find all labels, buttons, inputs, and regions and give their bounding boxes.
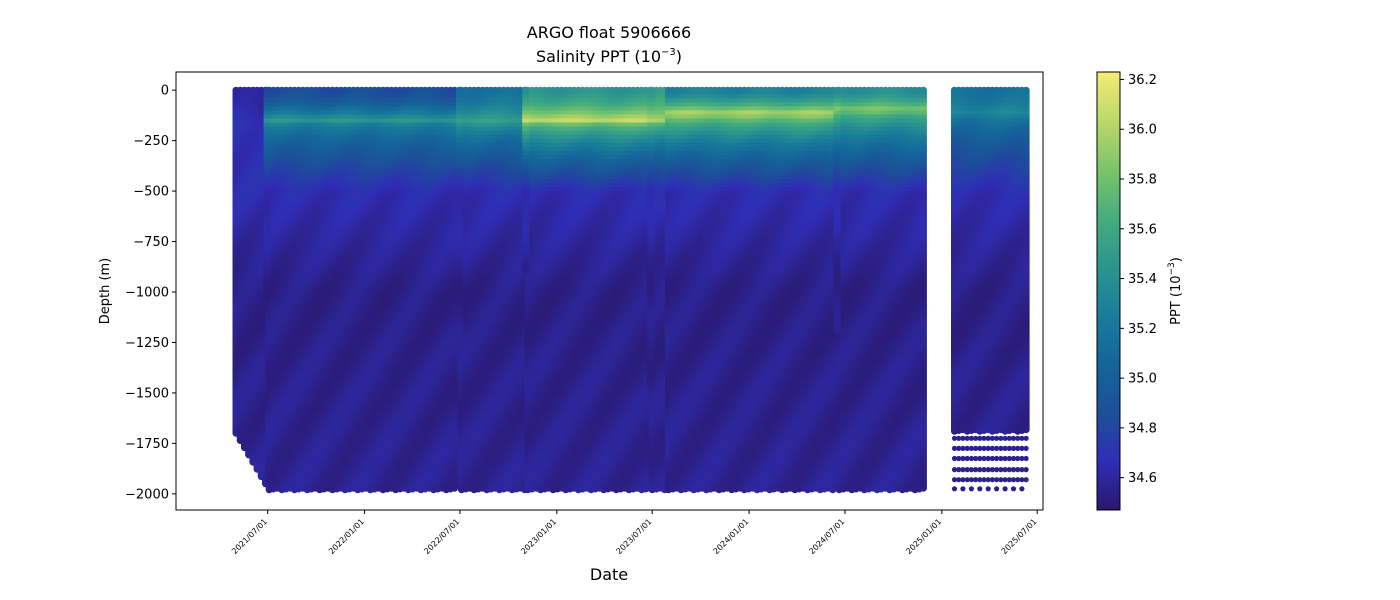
chart-subtitle: Salinity PPT (10−3): [536, 47, 682, 66]
salinity-scatter-chart: ARGO float 5906666 Salinity PPT (10−3) 0…: [0, 0, 1400, 600]
chart-title: ARGO float 5906666: [527, 23, 691, 42]
plot-area: [233, 87, 1030, 494]
